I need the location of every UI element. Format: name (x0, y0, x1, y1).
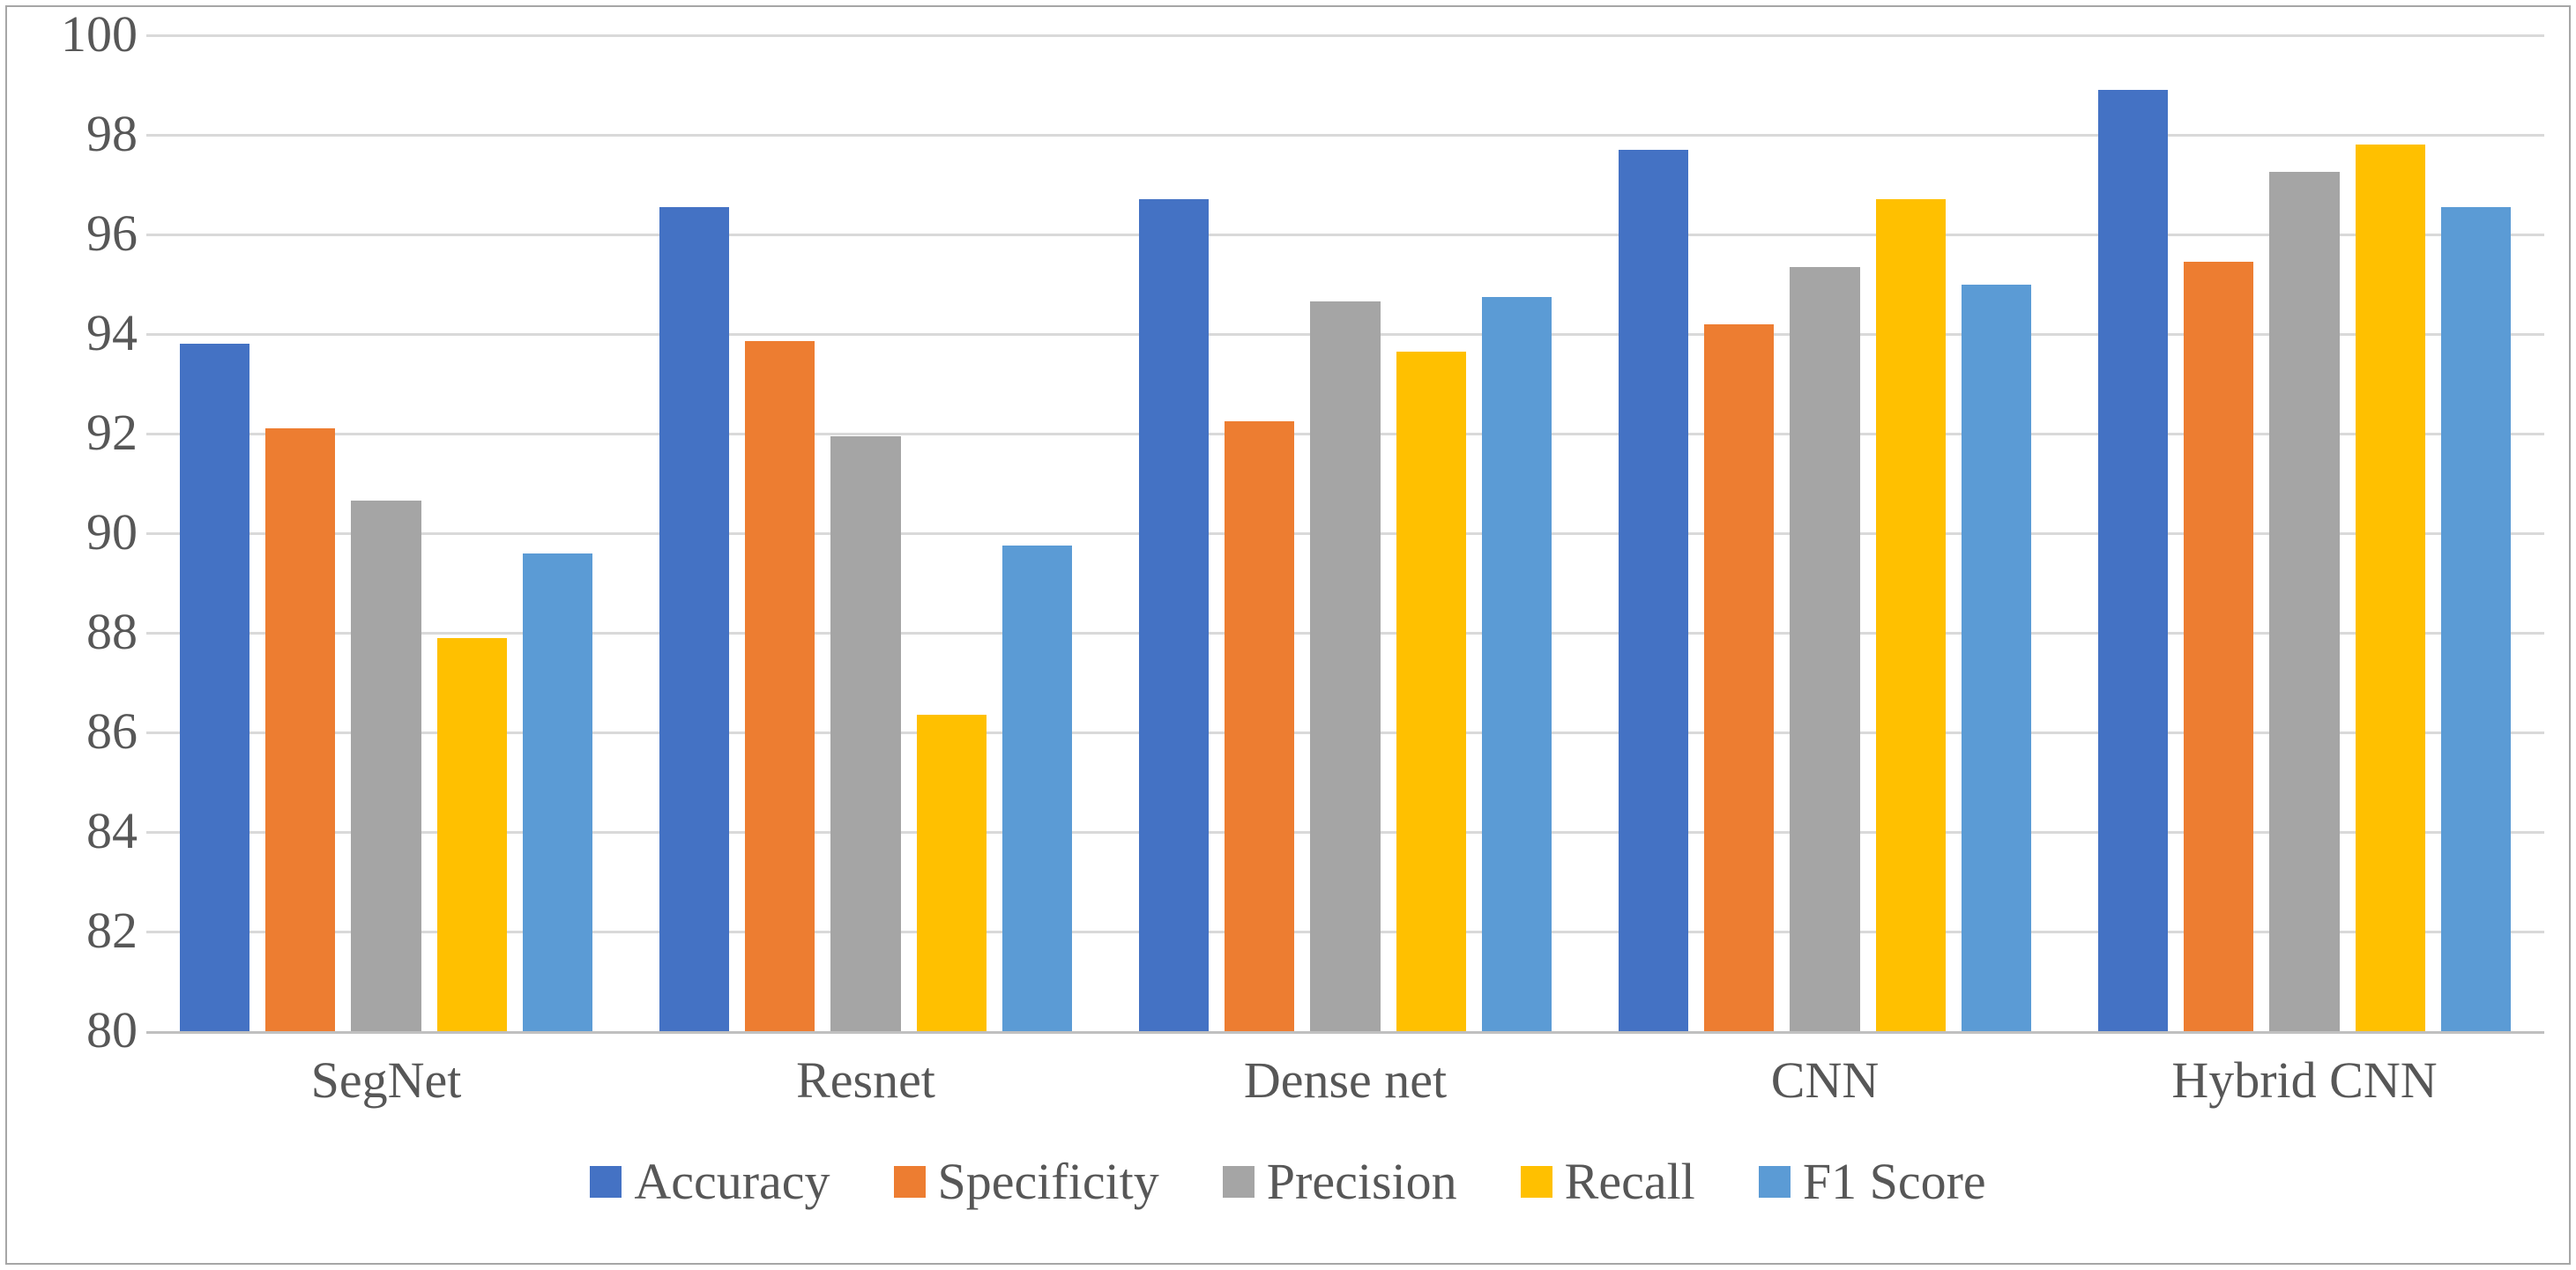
bar (659, 207, 729, 1031)
y-tick-label: 92 (14, 403, 138, 462)
legend-item: Accuracy (590, 1147, 830, 1211)
x-tick-label: SegNet (146, 1051, 626, 1110)
y-tick-label: 98 (14, 104, 138, 163)
bar (917, 715, 986, 1031)
y-tick-label: 84 (14, 801, 138, 860)
grid-line (146, 134, 2544, 137)
x-tick-label: Hybrid CNN (2065, 1051, 2544, 1110)
legend-item: Specificity (894, 1147, 1159, 1211)
bar (830, 436, 900, 1031)
bar (437, 638, 507, 1031)
legend-swatch (590, 1166, 622, 1198)
y-tick-label: 90 (14, 502, 138, 561)
bar (1310, 301, 1380, 1031)
legend-label: Accuracy (634, 1152, 830, 1211)
bar (180, 344, 249, 1031)
bar (1876, 199, 1946, 1031)
bar (1396, 352, 1466, 1031)
legend-label: F1 Score (1803, 1152, 1986, 1211)
legend-item: Precision (1223, 1147, 1457, 1211)
plot-area (146, 35, 2544, 1034)
bar (2356, 145, 2425, 1031)
bar (1962, 285, 2031, 1032)
chart-outer-border: 80 82 84 86 88 90 92 94 96 98 100 SegNetResnetDens… (5, 5, 2571, 1265)
legend-swatch (894, 1166, 926, 1198)
bar (523, 553, 592, 1031)
x-tick-label: Resnet (626, 1051, 1106, 1110)
bar (1002, 546, 1072, 1031)
grid-line (146, 34, 2544, 37)
bar (2441, 207, 2511, 1031)
y-axis: 80828486889092949698100 (7, 35, 138, 1031)
bar (265, 428, 335, 1031)
y-tick-label: 88 (14, 602, 138, 661)
x-axis: SegNetResnetDense netCNNHybrid CNN (146, 1040, 2544, 1119)
y-tick-label: 80 (14, 1000, 138, 1059)
bar (351, 501, 421, 1031)
x-tick-label: Dense net (1106, 1051, 1585, 1110)
bar (1790, 267, 1859, 1031)
legend: Accuracy Specificity Precision Recall F1 Sco… (7, 1144, 2569, 1211)
bar (2184, 262, 2253, 1031)
y-tick-label: 96 (14, 204, 138, 263)
legend-label: Precision (1267, 1152, 1457, 1211)
bar (745, 341, 815, 1031)
legend-item: F1 Score (1759, 1147, 1986, 1211)
legend-swatch (1759, 1166, 1791, 1198)
legend-label: Specificity (938, 1152, 1159, 1211)
bar (1704, 324, 1774, 1031)
bar (1619, 150, 1688, 1031)
bar (1225, 421, 1294, 1031)
bar (2269, 172, 2339, 1031)
legend-label: Recall (1565, 1152, 1695, 1211)
legend-swatch (1223, 1166, 1254, 1198)
y-tick-label: 82 (14, 901, 138, 960)
y-tick-label: 100 (14, 4, 138, 63)
legend-swatch (1521, 1166, 1552, 1198)
bar (1482, 297, 1552, 1031)
bar (1139, 199, 1209, 1031)
x-tick-label: CNN (1585, 1051, 2065, 1110)
y-tick-label: 86 (14, 702, 138, 761)
bar (2098, 90, 2168, 1031)
legend-item: Recall (1521, 1147, 1695, 1211)
grid-line (146, 234, 2544, 236)
y-tick-label: 94 (14, 303, 138, 362)
